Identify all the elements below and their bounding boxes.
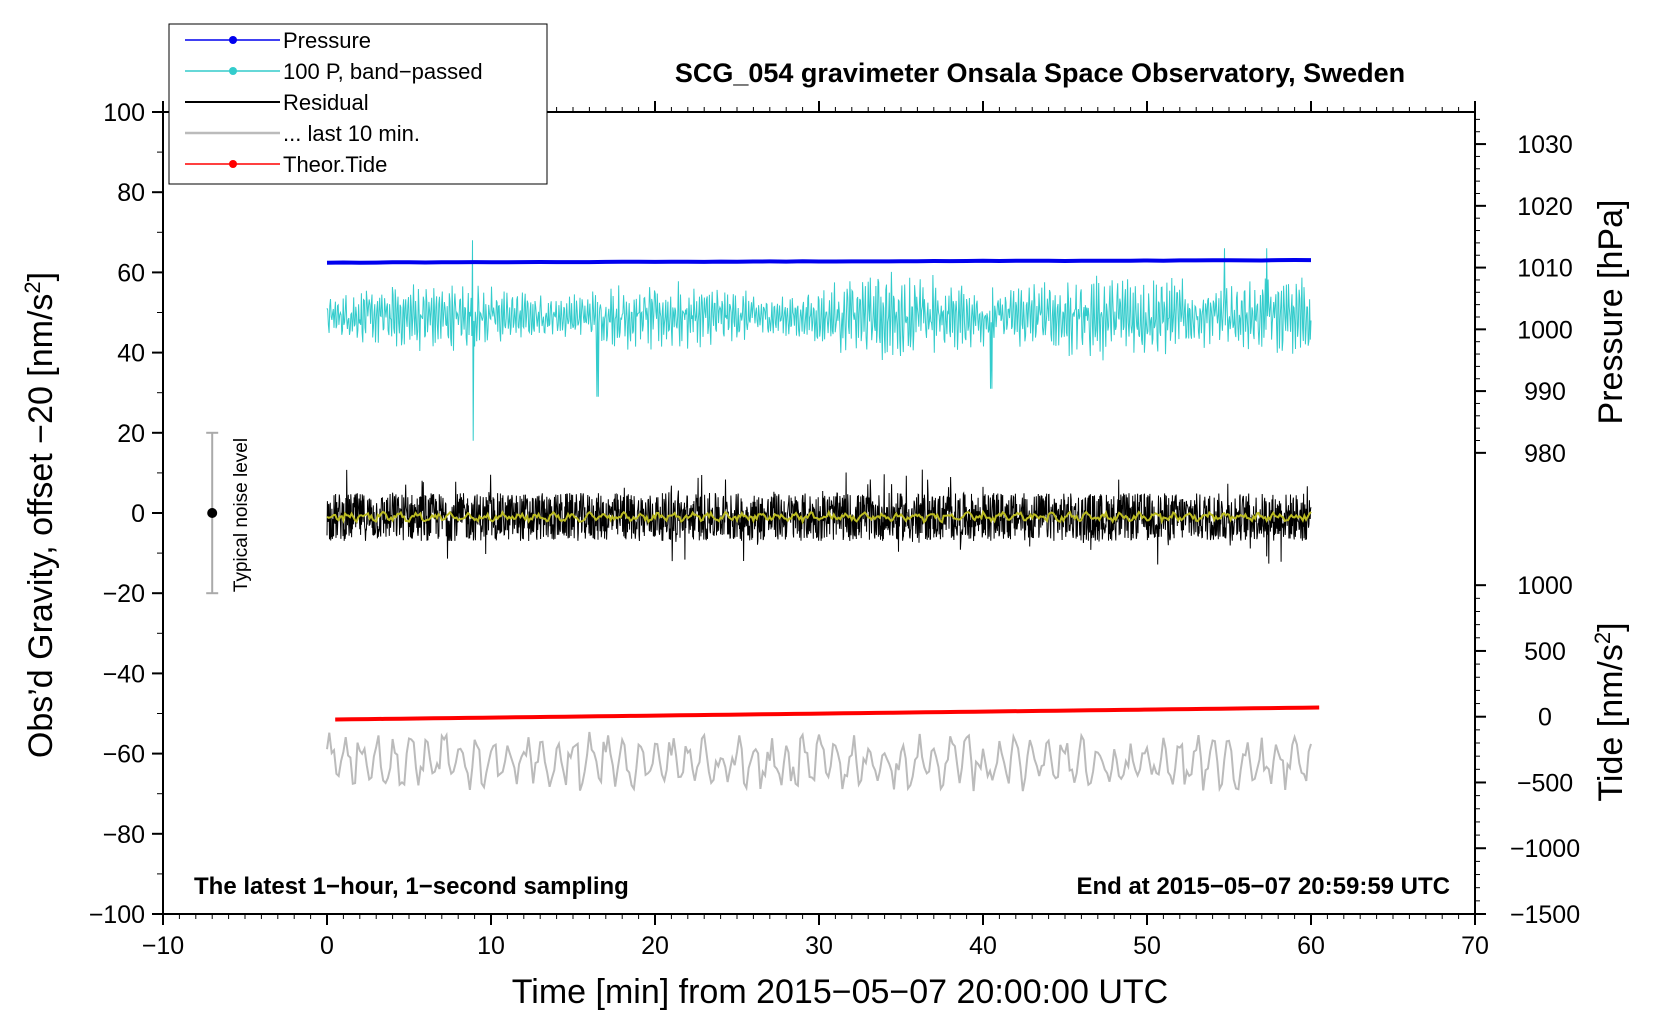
- legend-label-band-passed: 100 P, band−passed: [283, 59, 483, 84]
- y-tick-label: 20: [117, 420, 145, 448]
- x-tick-label: 50: [1133, 932, 1161, 960]
- x-tick-label: 70: [1461, 932, 1489, 960]
- y-tick-label: −100: [89, 901, 145, 929]
- y-tick-label: 80: [117, 179, 145, 207]
- legend: Pressure 100 P, band−passed Residual ...…: [168, 23, 548, 185]
- tide-axis-title-end: ]: [1592, 622, 1630, 631]
- tide-axis-title-main: Tide [nm/s: [1592, 644, 1630, 801]
- legend-marker-band-passed: [229, 67, 237, 75]
- chart-title: SCG_054 gravimeter Onsala Space Observat…: [675, 58, 1405, 88]
- tide-tick-label: −500: [1517, 769, 1573, 797]
- noise-level-indicator: Typical noise level: [206, 431, 252, 595]
- series-residual-line: [326, 469, 1312, 565]
- y-tick-label: 0: [131, 500, 145, 528]
- legend-label-last-10-min: ... last 10 min.: [283, 121, 420, 146]
- y-axis-title-left-end: ]: [22, 272, 60, 281]
- pressure-tick-label: 990: [1524, 378, 1566, 406]
- series-last-10-min-line: [326, 731, 1312, 793]
- series-layer: [326, 240, 1320, 793]
- series-pressure-line: [326, 257, 1312, 265]
- y-axis-title-left: Obs’d Gravity, offset −20 [nm/s2]: [20, 272, 60, 758]
- pressure-tick-label: 1010: [1517, 255, 1573, 283]
- y-tick-label: −20: [103, 580, 145, 608]
- series-theor-tide-line: [335, 705, 1320, 722]
- y-tick-label: −60: [103, 741, 145, 769]
- pressure-tick-label: 1000: [1517, 316, 1573, 344]
- legend-label-residual: Residual: [283, 90, 369, 115]
- x-tick-label: 30: [805, 932, 833, 960]
- pressure-axis-title: Pressure [hPa]: [1592, 200, 1630, 425]
- legend-marker-theor-tide: [229, 160, 237, 168]
- x-tick-label: 20: [641, 932, 669, 960]
- noise-level-label: Typical noise level: [231, 438, 252, 592]
- y-tick-label: 40: [117, 340, 145, 368]
- y-tick-label: −80: [103, 821, 145, 849]
- x-tick-label: 40: [969, 932, 997, 960]
- legend-label-pressure: Pressure: [283, 28, 371, 53]
- y-tick-label: 60: [117, 259, 145, 287]
- x-tick-label: 60: [1297, 932, 1325, 960]
- tide-axis-title: Tide [nm/s2]: [1590, 622, 1630, 801]
- y-tick-label: −40: [103, 660, 145, 688]
- series-band-passed-line: [326, 240, 1312, 441]
- pressure-tick-label: 1020: [1517, 193, 1573, 221]
- legend-marker-pressure: [229, 36, 237, 44]
- x-tick-label: −10: [142, 932, 184, 960]
- series-residual-smoothed-line: [326, 509, 1312, 525]
- y-axis-title-left-main: Obs’d Gravity, offset −20 [nm/s: [22, 294, 60, 759]
- tide-axis-title-sup: 2: [1590, 632, 1615, 644]
- x-axis-title: Time [min] from 2015−05−07 20:00:00 UTC: [512, 973, 1168, 1011]
- legend-box: [168, 23, 548, 185]
- y-tick-label: 100: [103, 99, 145, 127]
- tide-tick-label: −1000: [1510, 835, 1580, 863]
- x-tick-label: 10: [477, 932, 505, 960]
- pressure-tick-label: 980: [1524, 440, 1566, 468]
- annotation-bottom-left: The latest 1−hour, 1−second sampling: [194, 873, 629, 900]
- tide-tick-label: −1500: [1510, 901, 1580, 929]
- y-axis-title-left-sup: 2: [20, 281, 45, 293]
- x-tick-label: 0: [320, 932, 334, 960]
- ticks-layer: −10 0 10 20 30 40 50 60 70100806040200−20−40−60−…: [89, 99, 1580, 960]
- pressure-tick-label: 1030: [1517, 131, 1573, 159]
- tide-tick-label: 1000: [1517, 572, 1573, 600]
- tide-tick-label: 0: [1538, 704, 1552, 732]
- noise-bar-center-dot: [207, 508, 218, 518]
- annotation-bottom-right: End at 2015−05−07 20:59:59 UTC: [1076, 873, 1450, 900]
- legend-label-theor-tide: Theor.Tide: [283, 152, 387, 177]
- tide-tick-label: 500: [1524, 638, 1566, 666]
